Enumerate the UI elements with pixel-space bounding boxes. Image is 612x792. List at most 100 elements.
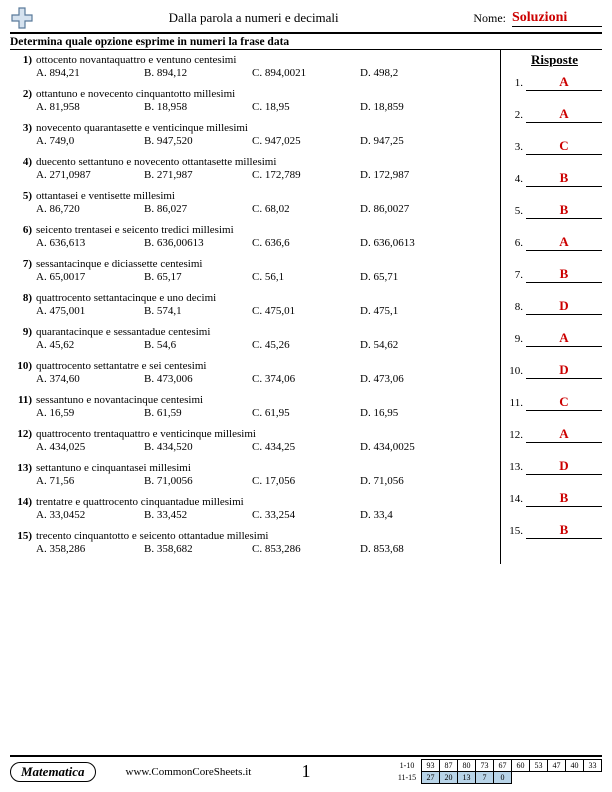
question: 5)ottantasei e ventisette millesimiA. 86… — [10, 190, 496, 215]
option-a: A. 86,720 — [36, 203, 144, 215]
option-a: A. 358,286 — [36, 543, 144, 555]
option-d: D. 86,0027 — [360, 203, 468, 215]
answer-row: 2.A — [507, 106, 602, 123]
answer-value: A — [526, 330, 602, 347]
score-cell: 73 — [476, 760, 494, 772]
question-text: quarantacinque e sessantadue centesimi — [36, 326, 496, 338]
option-b: B. 18,958 — [144, 101, 252, 113]
answer-row: 12.A — [507, 426, 602, 443]
question-number: 13) — [10, 462, 36, 474]
option-b: B. 271,987 — [144, 169, 252, 181]
answer-row: 3.C — [507, 138, 602, 155]
instruction: Determina quale opzione esprime in numer… — [10, 34, 602, 50]
question: 11)sessantuno e novantacinque centesimiA… — [10, 394, 496, 419]
option-a: A. 374,60 — [36, 373, 144, 385]
option-c: C. 947,025 — [252, 135, 360, 147]
option-b: B. 358,682 — [144, 543, 252, 555]
questions-panel: 1)ottocento novantaquattro e ventuno cen… — [10, 50, 500, 564]
answer-number: 13. — [507, 461, 523, 473]
question-text: quattrocento settantacinque e uno decimi — [36, 292, 496, 304]
answer-value: B — [526, 202, 602, 219]
option-d: D. 18,859 — [360, 101, 468, 113]
question-number: 9) — [10, 326, 36, 338]
question-number: 12) — [10, 428, 36, 440]
answer-number: 15. — [507, 525, 523, 537]
site-url: www.CommonCoreSheets.it — [126, 766, 252, 778]
question-text: novecento quarantasette e venticinque mi… — [36, 122, 496, 134]
score-grid: 1-1093878073676053474033 11-1527201370 — [395, 759, 602, 784]
question-text: seicento trentasei e seicento tredici mi… — [36, 224, 496, 236]
answer-value: A — [526, 74, 602, 91]
option-d: D. 498,2 — [360, 67, 468, 79]
score-cell: 27 — [422, 772, 440, 784]
score-cell: 7 — [476, 772, 494, 784]
score-cell: 0 — [494, 772, 512, 784]
score-cell: 80 — [458, 760, 476, 772]
answer-number: 7. — [507, 269, 523, 281]
option-c: C. 18,95 — [252, 101, 360, 113]
option-a: A. 65,0017 — [36, 271, 144, 283]
question-number: 5) — [10, 190, 36, 202]
option-a: A. 636,613 — [36, 237, 144, 249]
score-cell: 40 — [566, 760, 584, 772]
option-d: D. 33,4 — [360, 509, 468, 521]
option-c: C. 434,25 — [252, 441, 360, 453]
question: 12)quattrocento trentaquattro e venticin… — [10, 428, 496, 453]
question-text: trentatre e quattrocento cinquantadue mi… — [36, 496, 496, 508]
option-b: B. 71,0056 — [144, 475, 252, 487]
header: Dalla parola a numeri e decimali Nome: S… — [10, 6, 602, 34]
option-c: C. 33,254 — [252, 509, 360, 521]
question: 4)duecento settantuno e novecento ottant… — [10, 156, 496, 181]
score-cell: 93 — [422, 760, 440, 772]
answer-number: 6. — [507, 237, 523, 249]
answer-number: 9. — [507, 333, 523, 345]
page-number: 1 — [302, 761, 311, 782]
option-c: C. 61,95 — [252, 407, 360, 419]
question-text: quattrocento trentaquattro e venticinque… — [36, 428, 496, 440]
question-number: 7) — [10, 258, 36, 270]
answer-number: 11. — [507, 397, 523, 409]
answer-row: 6.A — [507, 234, 602, 251]
option-b: B. 894,12 — [144, 67, 252, 79]
score-cell: 33 — [584, 760, 602, 772]
option-a: A. 434,025 — [36, 441, 144, 453]
question-text: ottantasei e ventisette millesimi — [36, 190, 496, 202]
worksheet-title: Dalla parola a numeri e decimali — [34, 10, 473, 26]
question-text: duecento settantuno e novecento ottantas… — [36, 156, 496, 168]
answer-value: C — [526, 138, 602, 155]
question-number: 6) — [10, 224, 36, 236]
answer-row: 14.B — [507, 490, 602, 507]
option-c: C. 17,056 — [252, 475, 360, 487]
question: 10)quattrocento settantatre e sei centes… — [10, 360, 496, 385]
option-d: D. 16,95 — [360, 407, 468, 419]
answer-value: D — [526, 298, 602, 315]
answer-value: B — [526, 266, 602, 283]
answer-row: 13.D — [507, 458, 602, 475]
question-text: settantuno e cinquantasei millesimi — [36, 462, 496, 474]
option-c: C. 56,1 — [252, 271, 360, 283]
option-c: C. 172,789 — [252, 169, 360, 181]
option-d: D. 54,62 — [360, 339, 468, 351]
option-a: A. 749,0 — [36, 135, 144, 147]
question-text: quattrocento settantatre e sei centesimi — [36, 360, 496, 372]
answer-row: 9.A — [507, 330, 602, 347]
subject-badge: Matematica — [10, 762, 96, 782]
answer-number: 8. — [507, 301, 523, 313]
answers-title: Risposte — [507, 52, 602, 68]
score-cell: 20 — [440, 772, 458, 784]
question-text: ottantuno e novecento cinquantotto mille… — [36, 88, 496, 100]
option-a: A. 45,62 — [36, 339, 144, 351]
answer-number: 3. — [507, 141, 523, 153]
option-a: A. 475,001 — [36, 305, 144, 317]
answer-row: 7.B — [507, 266, 602, 283]
question: 14)trentatre e quattrocento cinquantadue… — [10, 496, 496, 521]
question: 13)settantuno e cinquantasei millesimiA.… — [10, 462, 496, 487]
answer-value: B — [526, 490, 602, 507]
option-d: D. 636,0613 — [360, 237, 468, 249]
option-d: D. 853,68 — [360, 543, 468, 555]
question-text: sessantacinque e diciassette centesimi — [36, 258, 496, 270]
question: 1)ottocento novantaquattro e ventuno cen… — [10, 54, 496, 79]
answer-number: 4. — [507, 173, 523, 185]
answer-value: A — [526, 426, 602, 443]
option-d: D. 172,987 — [360, 169, 468, 181]
